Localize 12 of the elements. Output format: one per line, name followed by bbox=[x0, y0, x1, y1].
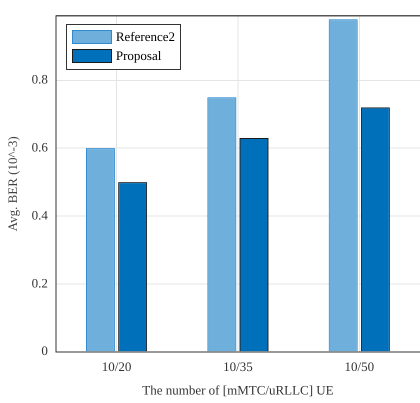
legend-label: Proposal bbox=[116, 48, 162, 64]
y-axis-title: Avg. BER (10^-3) bbox=[5, 136, 20, 232]
x-tick-label: 10/50 bbox=[344, 359, 374, 374]
x-axis-title: The number of [mMTC/uRLLC] UE bbox=[142, 382, 334, 398]
y-tick-label: 0.2 bbox=[32, 275, 48, 290]
y-tick-label: 0.6 bbox=[32, 140, 48, 155]
y-tick-label: 0.4 bbox=[32, 207, 48, 222]
y-tick-label: 0.8 bbox=[32, 72, 48, 87]
x-tick-label: 10/35 bbox=[223, 359, 253, 374]
legend-label: Reference2 bbox=[116, 29, 176, 46]
x-tick-label: 10/20 bbox=[102, 359, 132, 374]
y-tick-label: 0 bbox=[41, 343, 48, 358]
